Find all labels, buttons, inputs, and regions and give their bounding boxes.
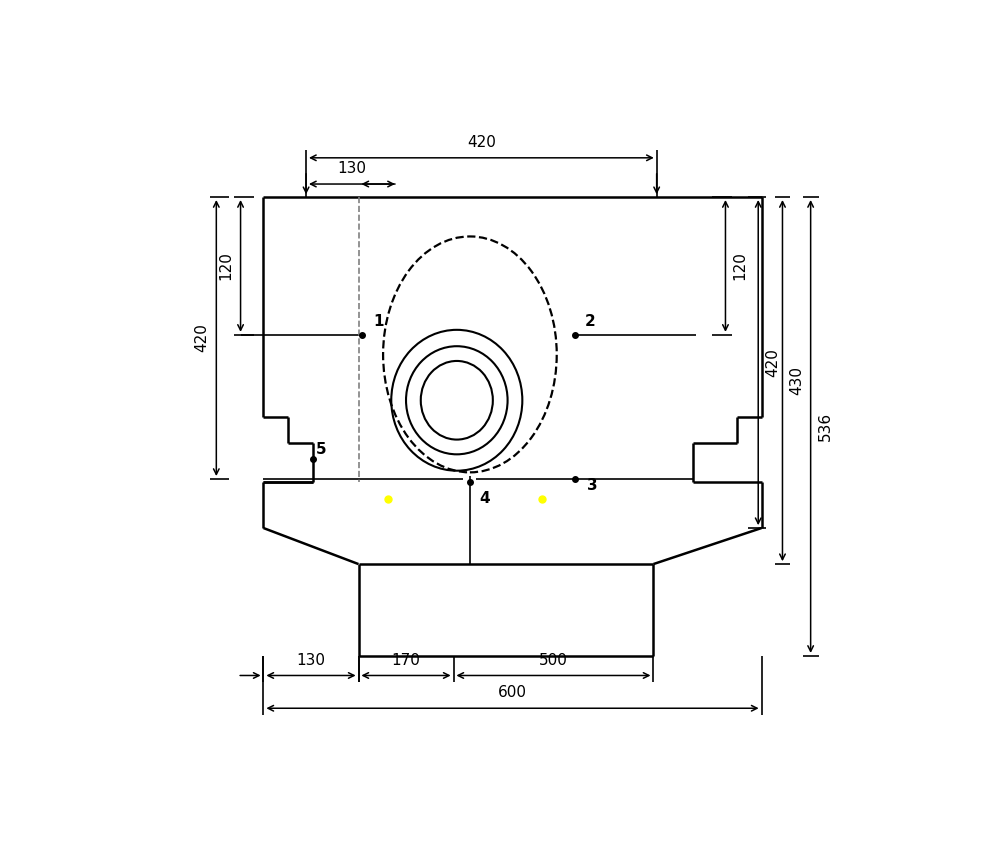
- Text: 1: 1: [374, 314, 384, 329]
- Text: 420: 420: [467, 135, 496, 150]
- Text: 170: 170: [392, 653, 420, 668]
- Text: 120: 120: [219, 252, 234, 280]
- Text: 130: 130: [337, 161, 366, 176]
- Text: 3: 3: [587, 478, 597, 493]
- Text: 120: 120: [732, 252, 747, 280]
- Text: 2: 2: [585, 314, 595, 329]
- Text: 420: 420: [765, 348, 780, 377]
- Text: 420: 420: [194, 323, 209, 352]
- Text: 430: 430: [789, 366, 804, 395]
- Text: 130: 130: [297, 653, 326, 668]
- Text: 536: 536: [818, 412, 833, 441]
- Text: 4: 4: [480, 491, 490, 506]
- Text: 500: 500: [539, 653, 568, 668]
- Text: 600: 600: [498, 685, 527, 700]
- Text: 5: 5: [316, 442, 327, 457]
